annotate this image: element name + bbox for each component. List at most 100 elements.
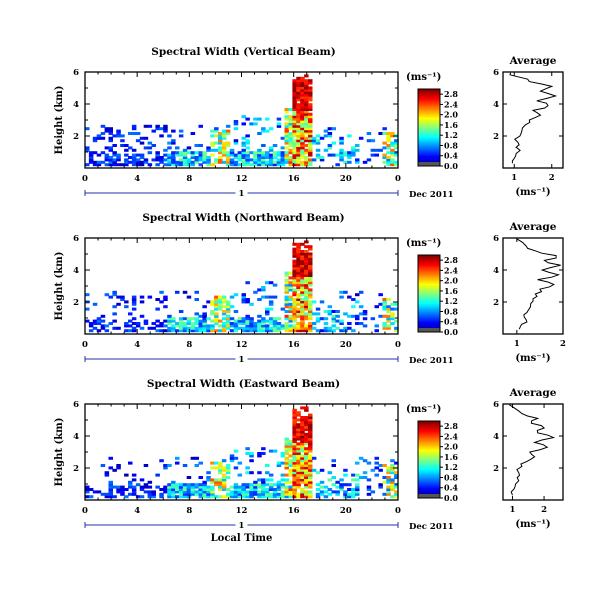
heatmap-cell <box>202 495 207 499</box>
heatmap-cell <box>308 124 313 128</box>
heatmap-cell <box>300 278 305 282</box>
heatmap-cell <box>167 153 172 157</box>
heatmap-cell <box>300 141 305 145</box>
heatmap-cell <box>155 158 160 162</box>
heatmap-cell <box>147 124 153 128</box>
colorbar-band <box>418 436 440 439</box>
heatmap-cell <box>300 76 305 80</box>
heatmap-cell <box>284 488 289 491</box>
heatmap-cell <box>382 307 387 311</box>
heatmap-cell <box>315 483 321 487</box>
heatmap-cell <box>308 413 313 417</box>
heatmap-cell <box>272 495 278 499</box>
heatmap-cell <box>276 492 282 496</box>
heatmap-cell <box>382 492 387 496</box>
heatmap-cell <box>370 317 376 321</box>
heatmap-cell <box>284 310 289 313</box>
heatmap-cell <box>300 290 305 294</box>
heatmap-cell <box>304 452 309 455</box>
heatmap-cell <box>304 129 309 133</box>
heatmap-cell <box>261 163 266 167</box>
heatmap-cell <box>128 319 133 323</box>
heatmap-cell <box>194 319 199 323</box>
colorbar-band <box>418 151 440 154</box>
heatmap-cell <box>268 326 274 330</box>
heatmap-cell <box>85 488 90 491</box>
heatmap-cell <box>214 483 219 487</box>
heatmap-cell <box>296 428 301 431</box>
heatmap-cell <box>300 112 305 116</box>
heatmap-cell <box>304 98 309 102</box>
heatmap-cell <box>300 298 305 301</box>
colorbar-band <box>418 89 440 91</box>
heatmap-cell <box>300 122 305 126</box>
heatmap-cell <box>163 488 168 491</box>
colorbar-band <box>418 124 440 127</box>
date-marker: 1 <box>239 521 245 531</box>
heatmap-cell <box>343 490 348 494</box>
heatmap-cell <box>323 329 329 333</box>
heatmap-cell <box>171 480 176 484</box>
heatmap-cell <box>284 464 289 467</box>
heatmap-cell <box>92 136 98 140</box>
colorbar-band <box>418 123 440 126</box>
heatmap-cell <box>124 300 129 304</box>
heatmap-cell <box>151 495 156 499</box>
heatmap-cell <box>268 329 274 333</box>
heatmap-cell <box>221 324 227 328</box>
heatmap-cell <box>296 480 301 484</box>
heatmap-cell <box>257 483 262 487</box>
heatmap-cell <box>108 163 113 167</box>
colorbar-band <box>418 136 440 139</box>
heatmap-cell <box>249 485 254 489</box>
heatmap-cell <box>163 124 168 128</box>
heatmap-cell <box>163 319 168 323</box>
heatmap-cell <box>304 468 309 472</box>
heatmap-cell <box>304 252 309 256</box>
heatmap-cell <box>124 148 129 152</box>
heatmap-cell <box>108 490 113 494</box>
heatmap-cell <box>225 319 231 323</box>
heatmap-cell <box>296 454 301 458</box>
heatmap-cell <box>300 136 305 140</box>
heatmap-cell <box>206 488 211 491</box>
heatmap-cell <box>288 127 293 131</box>
colorbar-band <box>418 132 440 135</box>
heatmap-cell <box>311 456 317 460</box>
heatmap-cell <box>296 134 301 138</box>
heatmap-cell <box>308 326 313 330</box>
heatmap-cell <box>268 319 274 323</box>
colorbar-band <box>418 92 440 95</box>
heatmap-cell <box>108 136 113 140</box>
heatmap-cell <box>296 247 301 251</box>
heatmap-cell <box>319 492 325 496</box>
heatmap-cell <box>175 490 180 494</box>
heatmap-cell <box>296 432 301 436</box>
heatmap-cell <box>292 88 297 92</box>
heatmap-cell <box>268 127 274 131</box>
colorbar-band <box>418 463 440 466</box>
heatmap-cell <box>296 449 301 453</box>
heatmap-cell <box>163 329 168 333</box>
heatmap-cell <box>292 485 297 489</box>
heatmap-cell <box>202 324 207 328</box>
colorbar-band <box>418 455 440 458</box>
heatmap-cell <box>210 134 215 138</box>
heatmap-cell <box>155 127 160 131</box>
heatmap-cell <box>167 329 172 333</box>
heatmap-cell <box>284 281 289 285</box>
heatmap-cell <box>92 163 98 167</box>
heatmap-cell <box>292 98 297 102</box>
heatmap-cell <box>311 139 317 143</box>
heatmap-cell <box>292 459 297 463</box>
heatmap-cell <box>331 317 336 321</box>
heatmap-cell <box>304 264 309 268</box>
heatmap-cell <box>296 108 301 111</box>
heatmap-cell <box>296 112 301 116</box>
heatmap-cell <box>296 141 301 145</box>
heatmap-cell <box>296 76 301 80</box>
heatmap-cell <box>147 295 153 299</box>
heatmap-cell <box>300 262 305 265</box>
heatmap-cell <box>221 466 227 470</box>
heatmap-cell <box>175 322 180 325</box>
